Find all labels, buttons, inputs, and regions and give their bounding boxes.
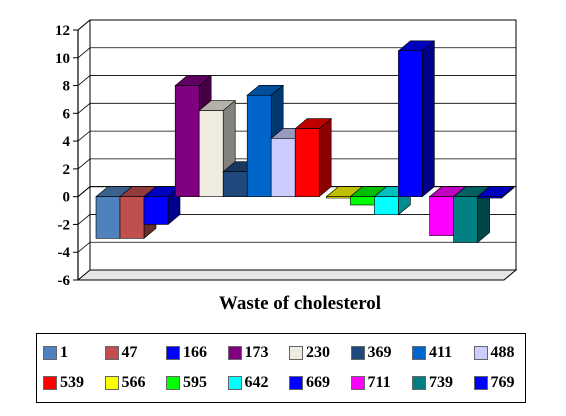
bar-230 bbox=[198, 99, 237, 198]
y-tick-label: 0 bbox=[63, 190, 71, 206]
grid-line bbox=[77, 241, 516, 253]
bar-669 bbox=[397, 40, 436, 198]
legend-swatch bbox=[43, 346, 57, 360]
legend-swatch bbox=[166, 376, 180, 390]
bar-chart: 12 10 8 6 4 2 0 -2 -4 -6 Waste of cholesterol bbox=[55, 19, 518, 314]
y-axis-ticks: 12 10 8 6 4 2 0 -2 -4 -6 bbox=[55, 23, 71, 289]
grid-line bbox=[77, 19, 516, 31]
legend-label: 642 bbox=[244, 374, 269, 391]
legend-label: 595 bbox=[183, 374, 207, 391]
legend-label: 669 bbox=[306, 374, 330, 391]
legend-swatch bbox=[289, 376, 303, 390]
grid-line bbox=[77, 47, 516, 59]
grid-line bbox=[77, 75, 516, 86]
y-tick-label: 6 bbox=[63, 106, 71, 122]
bar-539 bbox=[294, 117, 333, 198]
legend-swatch bbox=[166, 346, 180, 360]
floor bbox=[76, 269, 518, 281]
legend-swatch bbox=[289, 346, 303, 360]
legend-label: 769 bbox=[490, 374, 515, 391]
legend-label: 711 bbox=[367, 374, 391, 391]
legend-swatch bbox=[412, 346, 426, 360]
x-axis-label: Waste of cholesterol bbox=[219, 293, 381, 314]
legend-item-595: 595 bbox=[166, 372, 207, 394]
back-wall-edge bbox=[77, 19, 517, 270]
legend-item-1: 1 bbox=[43, 342, 68, 364]
legend-item-369: 369 bbox=[350, 342, 392, 364]
legend-swatch bbox=[104, 346, 119, 360]
legend-swatch bbox=[473, 376, 488, 390]
legend-item-166: 166 bbox=[166, 342, 207, 364]
y-tick-label: -2 bbox=[58, 217, 71, 233]
y-tick-label: 4 bbox=[63, 134, 71, 150]
legend-label: 488 bbox=[490, 344, 515, 361]
y-tick-label: 8 bbox=[63, 79, 71, 95]
legend-item-411: 411 bbox=[412, 342, 452, 364]
legend-item-539: 539 bbox=[43, 372, 84, 394]
bars bbox=[95, 40, 515, 244]
legend-swatch bbox=[350, 376, 365, 390]
bar-769 bbox=[476, 186, 515, 199]
y-tick-label: 2 bbox=[63, 162, 71, 178]
chart-frame bbox=[76, 19, 518, 281]
legend-item-769: 769 bbox=[473, 372, 515, 394]
legend-swatch bbox=[350, 346, 365, 360]
legend-item-230: 230 bbox=[289, 342, 330, 364]
legend-item-642: 642 bbox=[227, 372, 269, 394]
legend-swatch bbox=[412, 376, 426, 390]
legend-item-47: 47 bbox=[104, 342, 138, 364]
legend-swatch bbox=[104, 376, 119, 390]
legend-swatch bbox=[473, 346, 488, 360]
legend-label: 47 bbox=[121, 344, 138, 361]
bar-739 bbox=[452, 186, 491, 244]
legend-item-669: 669 bbox=[289, 372, 330, 394]
legend-item-488: 488 bbox=[473, 342, 515, 364]
legend-label: 539 bbox=[60, 374, 84, 391]
legend-label: 566 bbox=[121, 374, 146, 391]
grid-line bbox=[77, 102, 516, 114]
legend-swatch bbox=[43, 376, 57, 390]
legend-label: 369 bbox=[367, 344, 392, 361]
legend-label: 739 bbox=[429, 374, 453, 391]
legend-label: 1 bbox=[60, 344, 68, 361]
legend-label: 173 bbox=[244, 344, 269, 361]
legend-label: 230 bbox=[306, 344, 330, 361]
legend-item-173: 173 bbox=[227, 342, 269, 364]
y-tick-label: -4 bbox=[58, 245, 71, 261]
legend-item-711: 711 bbox=[350, 372, 391, 394]
legend-swatch bbox=[227, 376, 242, 390]
legend-item-739: 739 bbox=[412, 372, 453, 394]
y-tick-label: -6 bbox=[58, 273, 71, 289]
y-tick-label: 10 bbox=[55, 51, 70, 67]
legend: 1 47 166 173 230 369 411 488 539 566 595 642 669 711 7… bbox=[36, 333, 526, 403]
legend-swatch bbox=[227, 346, 242, 360]
y-tick-label: 12 bbox=[55, 23, 70, 39]
legend-label: 166 bbox=[183, 344, 207, 361]
legend-label: 411 bbox=[429, 344, 453, 361]
bar-166 bbox=[143, 186, 181, 226]
legend-item-566: 566 bbox=[104, 372, 146, 394]
